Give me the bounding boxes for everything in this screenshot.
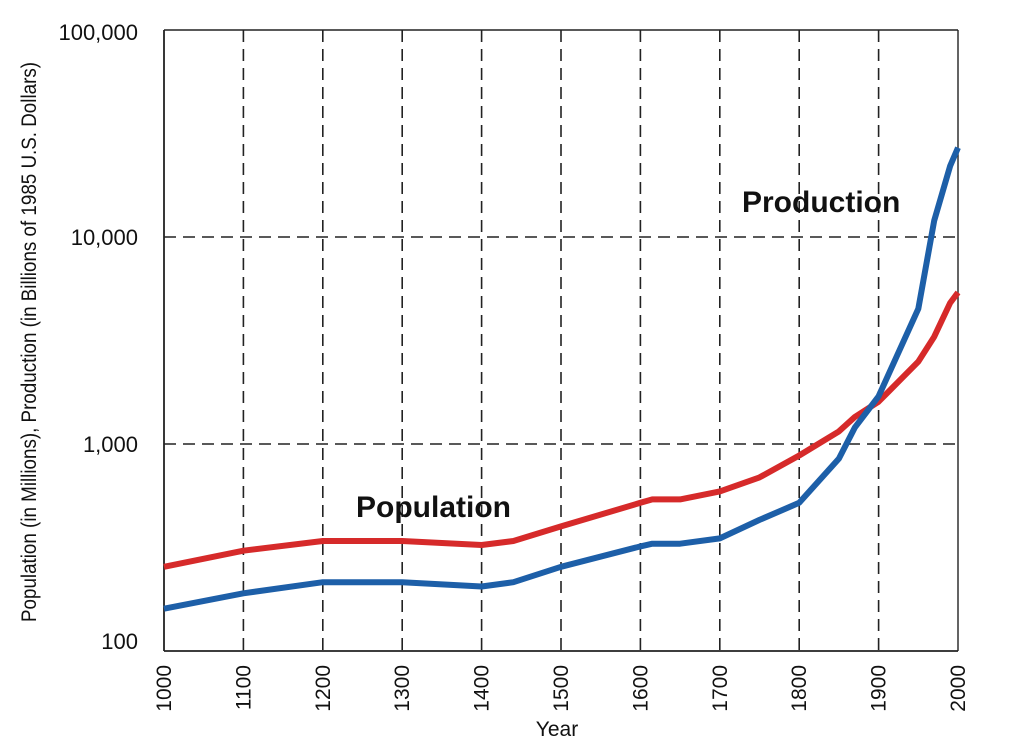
series-line-production: [163, 146, 961, 612]
x-tick-label: 1500: [550, 665, 573, 712]
y-tick-label: 100,000: [58, 20, 138, 45]
x-tick-label: 1900: [868, 665, 891, 712]
x-tick-label: 1300: [391, 665, 414, 712]
x-tick-label: 1100: [232, 665, 255, 710]
x-tick-labels: 1000 1100 1200 1300 1400 1500 1600 1700 1800 1900…: [153, 665, 970, 712]
y-tick-label: 10,000: [71, 225, 138, 250]
x-tick-label: 1600: [629, 665, 652, 712]
x-tick-label: 1200: [312, 665, 335, 712]
series-label-population: Population: [356, 491, 511, 524]
x-axis-label: Year: [536, 718, 578, 741]
series-lines: [163, 146, 961, 612]
y-tick-label: 100: [101, 629, 138, 654]
x-tick-label: 2000: [947, 665, 970, 712]
x-tick-label: 1000: [153, 665, 176, 712]
grid: [164, 30, 958, 651]
y-tick-labels: 100 1,000 10,000 100,000: [58, 20, 138, 654]
series-label-production: Production: [742, 186, 900, 219]
y-axis-label: Population (in Millions), Production (in…: [18, 62, 41, 622]
x-tick-label: 1700: [709, 665, 732, 712]
plot-frame: [163, 29, 959, 652]
x-tick-label: 1800: [788, 665, 811, 712]
series-line-population: [163, 290, 961, 570]
y-tick-label: 1,000: [83, 432, 138, 457]
x-tick-label: 1400: [471, 665, 494, 712]
